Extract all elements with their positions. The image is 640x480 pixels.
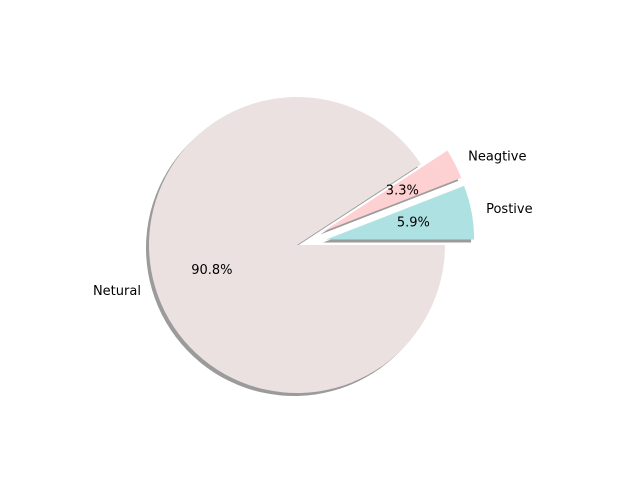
pie-slice-postive [326,185,475,240]
pie-slice-neagtive [323,150,462,232]
slice-label-netural: Netural [93,284,141,299]
pie-labels: Postive 5.9% Neagtive 3.3% Netural 90.8% [93,150,533,299]
slice-percent-postive: 5.9% [397,216,430,231]
slice-percent-neagtive: 3.3% [386,183,419,198]
slice-percent-netural: 90.8% [191,263,232,278]
slice-label-neagtive: Neagtive [468,150,526,165]
pie-slice-netural [149,96,445,393]
pie-slices [149,96,475,393]
slice-label-postive: Postive [486,202,533,217]
